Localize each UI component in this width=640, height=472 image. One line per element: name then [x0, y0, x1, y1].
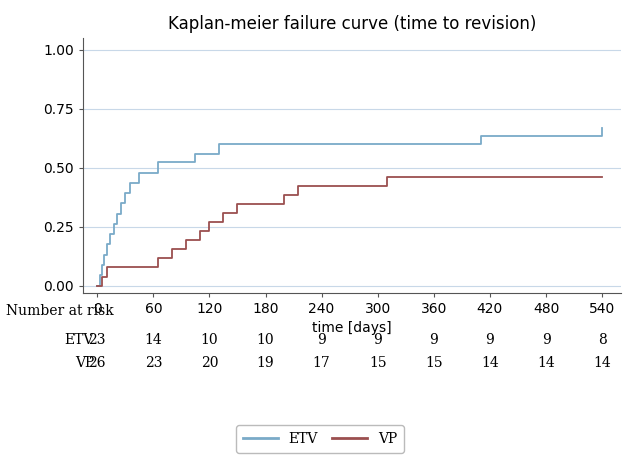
Text: 17: 17 — [313, 356, 330, 371]
Text: VP: VP — [75, 356, 94, 371]
Text: 20: 20 — [201, 356, 218, 371]
Text: 23: 23 — [88, 333, 106, 347]
Text: 15: 15 — [425, 356, 443, 371]
Text: 10: 10 — [200, 333, 218, 347]
Text: 14: 14 — [145, 333, 162, 347]
Text: 19: 19 — [257, 356, 275, 371]
Text: 10: 10 — [257, 333, 275, 347]
X-axis label: time [days]: time [days] — [312, 321, 392, 335]
Legend: ETV, VP: ETV, VP — [236, 425, 404, 453]
Text: 14: 14 — [593, 356, 611, 371]
Text: 14: 14 — [481, 356, 499, 371]
Text: 26: 26 — [88, 356, 106, 371]
Text: 23: 23 — [145, 356, 162, 371]
Text: 9: 9 — [486, 333, 494, 347]
Text: 9: 9 — [373, 333, 382, 347]
Text: 15: 15 — [369, 356, 387, 371]
Title: Kaplan-meier failure curve (time to revision): Kaplan-meier failure curve (time to revi… — [168, 16, 536, 34]
Text: 9: 9 — [541, 333, 550, 347]
Text: Number at risk: Number at risk — [6, 304, 114, 319]
Text: 8: 8 — [598, 333, 607, 347]
Text: 9: 9 — [429, 333, 438, 347]
Text: 9: 9 — [317, 333, 326, 347]
Text: ETV: ETV — [65, 333, 94, 347]
Text: 14: 14 — [537, 356, 555, 371]
